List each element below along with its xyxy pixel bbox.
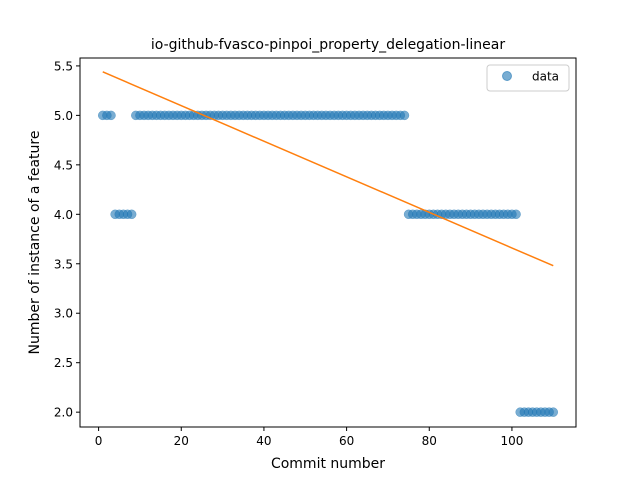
y-tick-label: 4.0	[54, 208, 73, 222]
y-axis: 2.0 2.5 3.0 3.5 4.0 4.5 5.0 5.5	[54, 59, 80, 420]
y-tick-label: 5.5	[54, 59, 73, 73]
data-point	[511, 209, 521, 220]
x-tick-label: 80	[422, 434, 437, 448]
legend-marker-data	[502, 71, 512, 81]
x-tick-label: 20	[174, 434, 189, 448]
y-tick-label: 2.5	[54, 356, 73, 370]
x-tick-label: 100	[500, 434, 523, 448]
y-tick-label: 3.5	[54, 257, 73, 271]
x-tick-label: 0	[95, 434, 103, 448]
data-point	[548, 407, 559, 417]
y-tick-label: 3.0	[54, 307, 73, 321]
x-tick-label: 40	[256, 434, 271, 448]
data-point	[399, 110, 410, 121]
y-axis-title: Number of instance of a feature	[27, 131, 43, 355]
y-tick-label: 5.0	[54, 109, 73, 123]
plot-area	[97, 71, 559, 417]
x-axis: 0 20 40 60 80 100	[95, 427, 523, 448]
y-tick-label: 2.0	[54, 406, 73, 420]
y-tick-label: 4.5	[54, 158, 73, 172]
x-tick-label: 60	[339, 434, 354, 448]
data-point	[126, 209, 137, 220]
x-axis-title: Commit number	[271, 456, 385, 472]
legend: data	[486, 64, 570, 92]
legend-label-data: data	[532, 70, 559, 84]
trend-line	[102, 71, 554, 267]
plot-frame	[79, 57, 577, 428]
data-point	[106, 110, 116, 121]
chart-title: io-github-fvasco-pinpoi_property_delegat…	[151, 37, 505, 53]
